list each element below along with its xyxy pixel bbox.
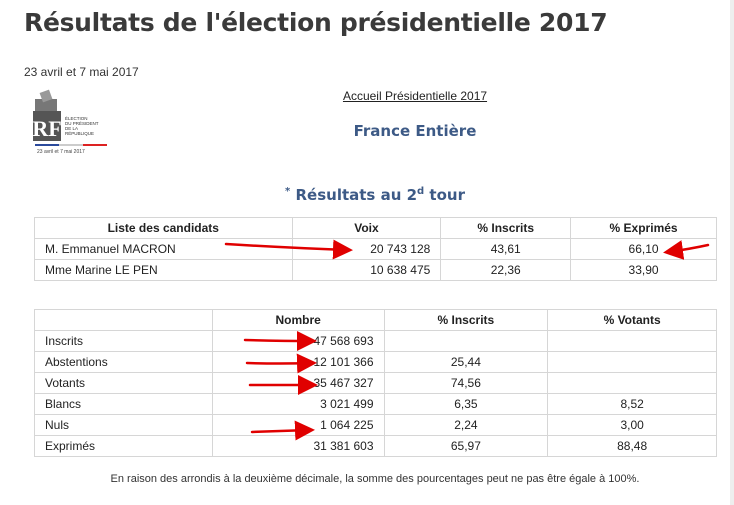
count-cell: 31 381 603 [211,435,385,457]
pct-expressed-cell: 33,90 [570,259,717,281]
col-header: % Exprimés [570,217,717,239]
pct-registered-cell: 43,61 [440,238,572,260]
row-label: Abstentions [34,351,213,373]
pct-registered-cell: 74,56 [383,372,549,394]
pct-registered-cell: 22,36 [440,259,572,281]
pct-voters-cell: 88,48 [547,435,717,457]
table-row: Abstentions 12 101 366 25,44 [34,351,717,373]
table-row: Inscrits 47 568 693 [34,330,717,352]
page-title: Résultats de l'élection présidentielle 2… [24,8,608,37]
table-row: Nuls 1 064 225 2,24 3,00 [34,414,717,436]
candidates-table: Liste des candidats Voix % Inscrits % Ex… [34,217,717,281]
candidate-name: Mme Marine LE PEN [34,259,293,281]
home-link[interactable]: Accueil Présidentielle 2017 [342,89,488,103]
round-title: * Résultats au 2d tour [285,186,465,204]
totals-table: Nombre % Inscrits % Votants Inscrits 47 … [34,309,717,457]
col-header: % Votants [547,309,717,331]
svg-text:ÉLECTION: ÉLECTION [65,115,88,121]
pct-registered-cell: 65,97 [383,435,549,457]
votes-cell: 20 743 128 [291,238,442,260]
candidate-name: M. Emmanuel MACRON [34,238,293,260]
table-row: Exprimés 31 381 603 65,97 88,48 [34,435,717,457]
col-header: Liste des candidats [34,217,293,239]
table-header-row: Liste des candidats Voix % Inscrits % Ex… [34,217,717,239]
pct-registered-cell [383,330,549,352]
pct-expressed-cell: 66,10 [570,238,717,260]
election-logo: RF ÉLECTION DU PRÉSIDENT DE LA RÉPUBLIQU… [32,89,109,157]
scrollbar[interactable] [730,0,734,505]
pct-voters-cell: 8,52 [547,393,717,415]
row-label: Inscrits [34,330,213,352]
col-header: Nombre [211,309,385,331]
table-row: Votants 35 467 327 74,56 [34,372,717,394]
count-cell: 1 064 225 [211,414,385,436]
election-dates: 23 avril et 7 mai 2017 [24,65,139,79]
pct-registered-cell: 6,35 [383,393,549,415]
count-cell: 47 568 693 [211,330,385,352]
col-header [34,309,213,331]
pct-registered-cell: 25,44 [383,351,549,373]
round-asterisk: * [285,186,291,197]
table-row: M. Emmanuel MACRON 20 743 128 43,61 66,1… [34,238,717,260]
table-row: Mme Marine LE PEN 10 638 475 22,36 33,90 [34,259,717,281]
pct-voters-cell: 3,00 [547,414,717,436]
col-header: % Inscrits [383,309,549,331]
pct-voters-cell [547,372,717,394]
logo-letters: RF [33,116,62,141]
count-cell: 35 467 327 [211,372,385,394]
col-header: % Inscrits [440,217,572,239]
row-label: Blancs [34,393,213,415]
col-header: Voix [291,217,442,239]
votes-cell: 10 638 475 [291,259,442,281]
row-label: Nuls [34,414,213,436]
pct-voters-cell [547,330,717,352]
svg-text:DU PRÉSIDENT: DU PRÉSIDENT [65,120,99,126]
row-label: Exprimés [34,435,213,457]
row-label: Votants [34,372,213,394]
table-row: Blancs 3 021 499 6,35 8,52 [34,393,717,415]
footnote: En raison des arrondis à la deuxième déc… [110,473,640,485]
count-cell: 3 021 499 [211,393,385,415]
pct-registered-cell: 2,24 [383,414,549,436]
count-cell: 12 101 366 [211,351,385,373]
svg-text:DE LA: DE LA [65,126,78,131]
region-title: France Entière [353,122,477,140]
table-header-row: Nombre % Inscrits % Votants [34,309,717,331]
svg-text:23 avril et 7 mai 2017: 23 avril et 7 mai 2017 [37,149,85,155]
svg-text:RÉPUBLIQUE: RÉPUBLIQUE [65,130,94,136]
pct-voters-cell [547,351,717,373]
